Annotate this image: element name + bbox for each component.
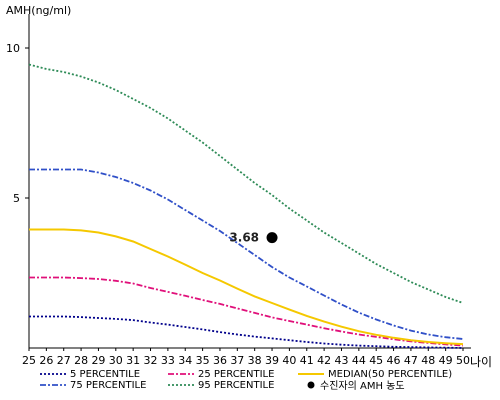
x-tick-label: 29 bbox=[91, 354, 105, 367]
legend-label-0: 5 PERCENTILE bbox=[70, 369, 140, 380]
legend-marker-label: 수진자의 AMH 농도 bbox=[320, 380, 405, 392]
x-tick-label: 39 bbox=[265, 354, 279, 367]
x-tick-label: 45 bbox=[369, 354, 383, 367]
y-axis-label: AMH(ng/ml) bbox=[6, 4, 71, 17]
x-tick-label: 38 bbox=[248, 354, 262, 367]
x-axis-label: 나이 bbox=[470, 355, 492, 369]
legend-label-4: MEDIAN(50 PERCENTILE) bbox=[328, 369, 452, 380]
x-tick-label: 31 bbox=[126, 354, 140, 367]
x-tick-label: 44 bbox=[352, 354, 366, 367]
x-tick-label: 43 bbox=[334, 354, 348, 367]
series-line-2 bbox=[29, 168, 464, 340]
legend-marker-swatch bbox=[307, 381, 315, 389]
patient-value-label: 3.68 bbox=[229, 231, 259, 245]
legend-label-1: 25 PERCENTILE bbox=[198, 369, 274, 380]
x-tick-label: 30 bbox=[109, 354, 123, 367]
x-tick-label: 33 bbox=[161, 354, 175, 367]
x-tick-label: 34 bbox=[178, 354, 192, 367]
x-tick-label: 50 bbox=[456, 354, 470, 367]
x-tick-label: 49 bbox=[439, 354, 453, 367]
series-line-0 bbox=[29, 315, 464, 349]
x-tick-label: 28 bbox=[74, 354, 88, 367]
series-line-3 bbox=[28, 63, 464, 304]
x-tick-label: 36 bbox=[213, 354, 227, 367]
y-tick-label: 10 bbox=[6, 42, 20, 55]
patient-marker bbox=[266, 232, 278, 244]
y-tick-label: 5 bbox=[13, 192, 20, 205]
x-tick-label: 25 bbox=[22, 354, 36, 367]
x-tick-label: 37 bbox=[230, 354, 244, 367]
x-tick-label: 41 bbox=[300, 354, 314, 367]
legend-label-3: 95 PERCENTILE bbox=[198, 380, 274, 391]
x-tick-label: 48 bbox=[421, 354, 435, 367]
x-tick-label: 46 bbox=[387, 354, 401, 367]
series-line-4 bbox=[29, 228, 464, 346]
x-tick-label: 32 bbox=[144, 354, 158, 367]
plot-area: 3.68 bbox=[28, 63, 464, 349]
x-tick-label: 35 bbox=[196, 354, 210, 367]
x-tick-label: 27 bbox=[57, 354, 71, 367]
x-tick-label: 40 bbox=[282, 354, 296, 367]
x-tick-label: 47 bbox=[404, 354, 418, 367]
series-line-1 bbox=[29, 276, 464, 347]
legend-label-2: 75 PERCENTILE bbox=[70, 380, 146, 391]
x-tick-label: 26 bbox=[39, 354, 53, 367]
x-tick-label: 42 bbox=[317, 354, 331, 367]
